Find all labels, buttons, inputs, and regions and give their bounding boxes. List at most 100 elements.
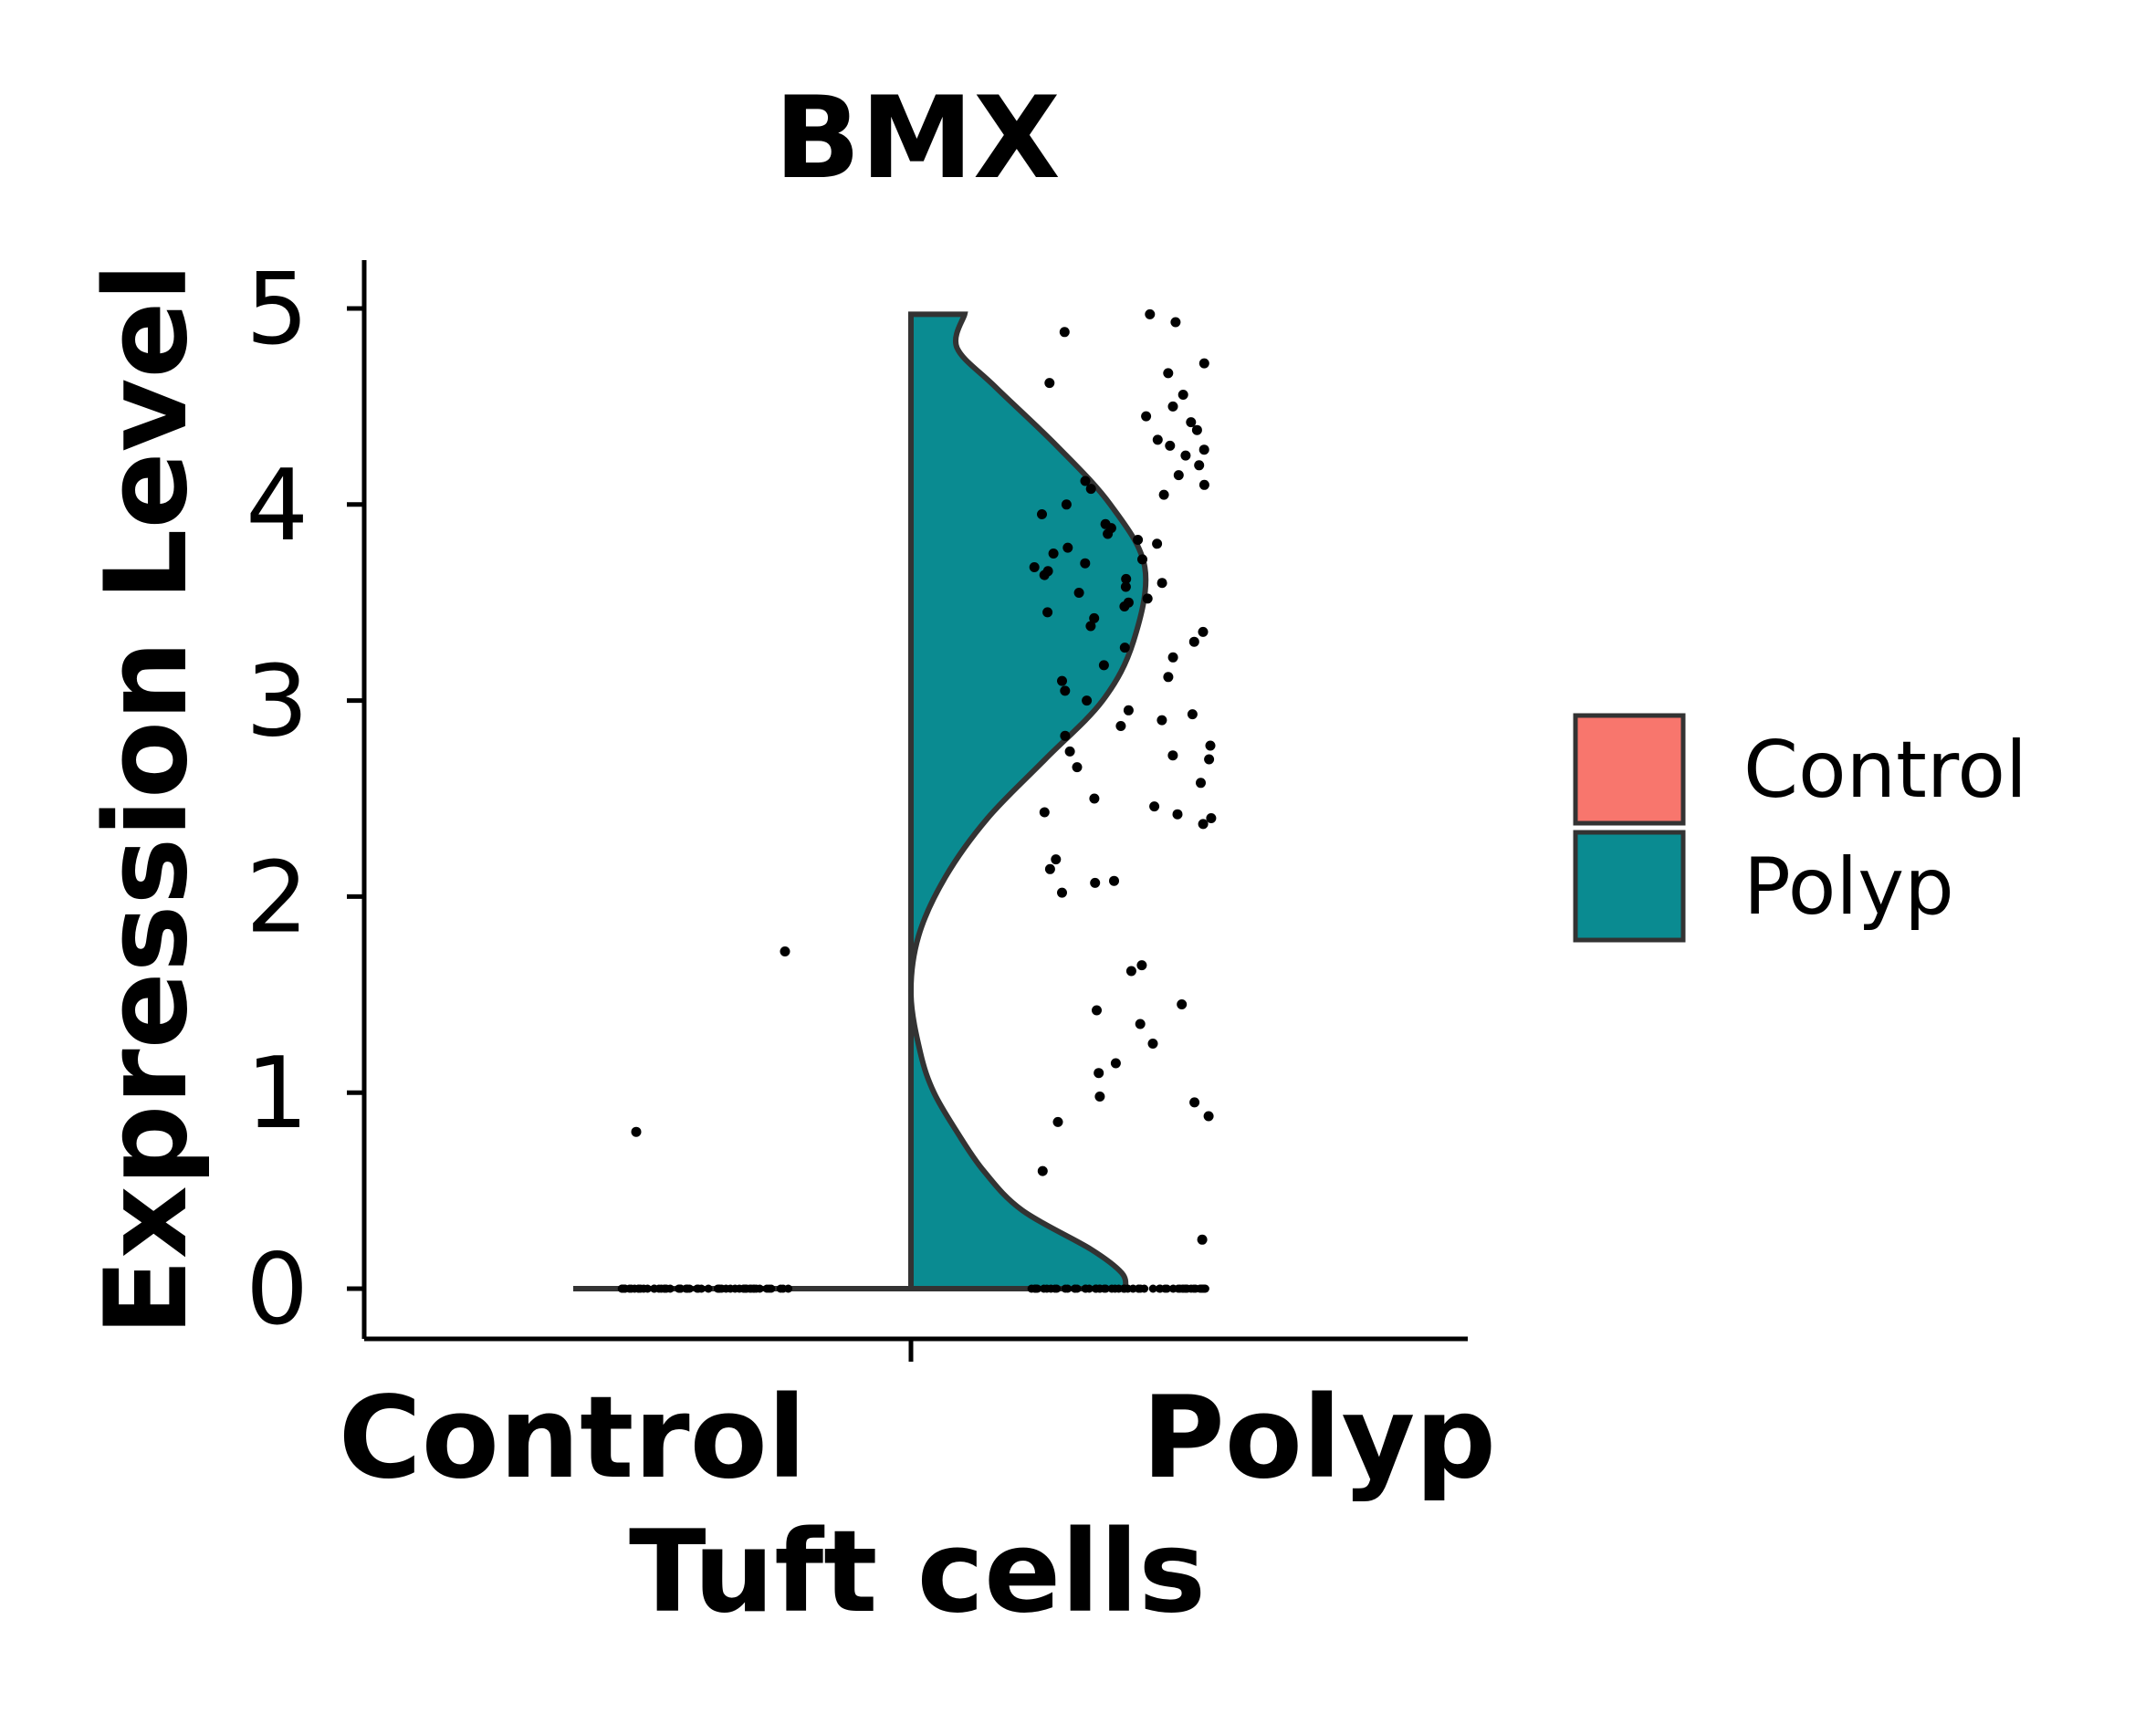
- data-point-polyp: [1133, 535, 1144, 545]
- data-point-polyp: [1206, 813, 1217, 823]
- data-point-polyp: [1156, 578, 1167, 589]
- x-axis-title: Tuft cells: [629, 1507, 1206, 1638]
- data-point-polyp: [1080, 558, 1091, 569]
- data-point-polyp: [1189, 1097, 1200, 1108]
- data-point-polyp: [1060, 685, 1071, 696]
- data-point-polyp: [1198, 626, 1209, 637]
- data-point-polyp: [1080, 475, 1091, 486]
- data-point-control: [747, 1284, 756, 1293]
- legend-key-control: [1573, 713, 1686, 826]
- data-point-polyp: [1085, 484, 1096, 495]
- y-tick-label: 2: [246, 841, 309, 955]
- data-point-polyp: [1029, 562, 1040, 572]
- data-point-polyp: [1158, 489, 1169, 500]
- data-point-polyp: [1152, 538, 1163, 549]
- data-point-polyp: [1188, 636, 1199, 647]
- data-point-control: [631, 1126, 642, 1137]
- data-point-polyp: [1085, 621, 1096, 632]
- data-point-polyp: [1191, 424, 1202, 435]
- data-point-control: [716, 1284, 725, 1293]
- violin-polyp: [907, 311, 1149, 1291]
- data-point-polyp: [1042, 566, 1053, 577]
- data-point-polyp: [1163, 672, 1174, 683]
- data-point-polyp: [1064, 746, 1075, 757]
- data-point-polyp: [1057, 887, 1067, 898]
- y-axis-title: Expression Level: [81, 263, 213, 1336]
- y-tick-label: 4: [246, 449, 309, 563]
- data-point-polyp: [1062, 542, 1073, 553]
- data-point-polyp: [1061, 1284, 1070, 1293]
- data-point-polyp: [1189, 1284, 1198, 1293]
- data-point-polyp: [1196, 1284, 1204, 1293]
- data-point-polyp: [1037, 509, 1047, 519]
- data-point-polyp: [1149, 801, 1160, 812]
- data-point-polyp: [1100, 1284, 1109, 1293]
- data-point-polyp: [1044, 863, 1055, 874]
- data-point-polyp: [1172, 809, 1183, 820]
- data-point-polyp: [1173, 470, 1184, 481]
- data-point-polyp: [1110, 1058, 1121, 1069]
- data-point-polyp: [1071, 1284, 1080, 1293]
- data-point-polyp: [1141, 411, 1152, 422]
- data-point-polyp: [1081, 1284, 1090, 1293]
- data-point-polyp: [1109, 875, 1119, 886]
- data-point-polyp: [1125, 966, 1136, 977]
- data-point-polyp: [1046, 1284, 1055, 1293]
- data-point-control: [779, 1284, 788, 1293]
- data-point-polyp: [1059, 327, 1070, 338]
- data-point-polyp: [1197, 1234, 1208, 1245]
- data-point-polyp: [1168, 1284, 1177, 1293]
- data-point-polyp: [1092, 1284, 1101, 1293]
- legend-label-polyp: Polyp: [1743, 841, 1954, 933]
- data-point-polyp: [1031, 1284, 1040, 1293]
- data-point-polyp: [1082, 695, 1093, 706]
- data-point-control: [650, 1284, 659, 1293]
- data-point-polyp: [1094, 1068, 1104, 1079]
- data-point-polyp: [1136, 1284, 1146, 1293]
- data-point-polyp: [1167, 750, 1178, 761]
- data-point-control: [636, 1284, 645, 1293]
- data-point-polyp: [1124, 1284, 1133, 1293]
- data-point-polyp: [1147, 1039, 1158, 1049]
- data-point-control: [741, 1284, 749, 1293]
- data-point-polyp: [1186, 417, 1197, 428]
- y-tick-label: 3: [246, 645, 309, 759]
- data-point-control: [767, 1284, 776, 1293]
- data-point-polyp: [1187, 709, 1198, 720]
- data-point-polyp: [1205, 740, 1216, 751]
- data-point-control: [676, 1284, 686, 1293]
- data-point-polyp: [1163, 368, 1174, 379]
- data-point-polyp: [1145, 308, 1156, 319]
- data-point-polyp: [1119, 643, 1130, 653]
- plot-area: [573, 308, 1217, 1293]
- data-point-polyp: [1121, 573, 1132, 584]
- data-point-polyp: [1092, 1005, 1102, 1016]
- data-point-polyp: [1203, 1111, 1214, 1122]
- legend-label-control: Control: [1743, 725, 2027, 816]
- data-point-control: [693, 1284, 702, 1293]
- chart-title: BMX: [774, 73, 1061, 204]
- data-point-polyp: [1148, 1284, 1157, 1293]
- data-point-polyp: [1177, 999, 1188, 1009]
- data-point-polyp: [1194, 460, 1205, 471]
- data-point-polyp: [1123, 705, 1134, 716]
- data-point-control: [657, 1284, 665, 1293]
- x-tick-label-control: Control: [339, 1373, 807, 1504]
- data-point-polyp: [1204, 754, 1215, 765]
- data-point-polyp: [1142, 593, 1153, 604]
- data-point-polyp: [1090, 877, 1101, 888]
- data-point-polyp: [1115, 721, 1126, 731]
- data-point-polyp: [1156, 1284, 1165, 1293]
- data-point-polyp: [1167, 652, 1178, 663]
- data-point-polyp: [1198, 479, 1209, 490]
- data-point-polyp: [1061, 499, 1072, 510]
- data-point-polyp: [1060, 730, 1071, 741]
- data-point-polyp: [1177, 390, 1188, 400]
- data-point-control: [735, 1284, 744, 1293]
- legend: Control Polyp: [1573, 713, 2027, 943]
- data-point-polyp: [1089, 612, 1100, 623]
- y-tick-label: 5: [246, 253, 309, 367]
- data-point-polyp: [1042, 607, 1053, 618]
- data-point-polyp: [1048, 549, 1059, 559]
